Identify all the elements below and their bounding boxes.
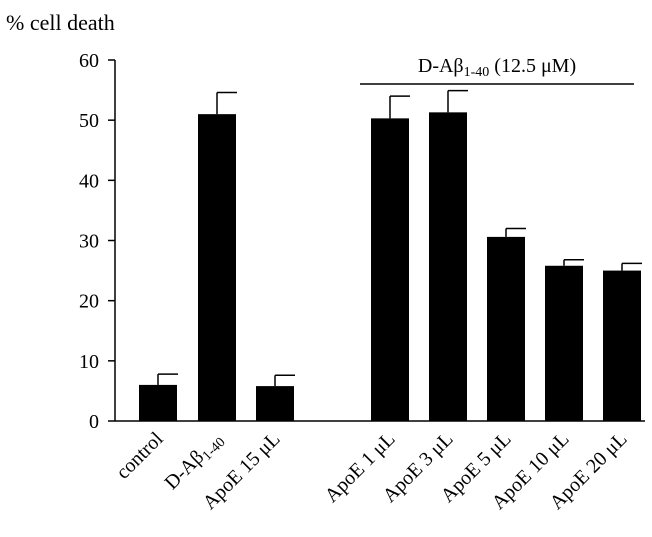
bar [198,114,236,422]
y-tick-label: 40 [79,170,99,192]
y-tick-label: 30 [79,231,99,253]
y-tick-label: 50 [79,110,99,132]
bars-group [139,89,642,422]
bar [487,236,525,421]
bar [139,384,177,421]
y-axis-label: % cell death [6,10,115,35]
bracket-label: D-Aβ1-40 (12.5 μM) [418,55,576,80]
bar [371,118,409,421]
treatment-bracket: D-Aβ1-40 (12.5 μM) [360,55,634,85]
bar [256,386,294,421]
category-label: control [112,428,168,484]
bar [429,112,467,421]
y-tick-label: 0 [89,411,99,433]
y-tick-label: 10 [79,351,99,373]
y-tick-label: 20 [79,291,99,313]
y-tick-label: 60 [79,50,99,72]
bar [603,270,641,421]
bar [545,265,583,421]
